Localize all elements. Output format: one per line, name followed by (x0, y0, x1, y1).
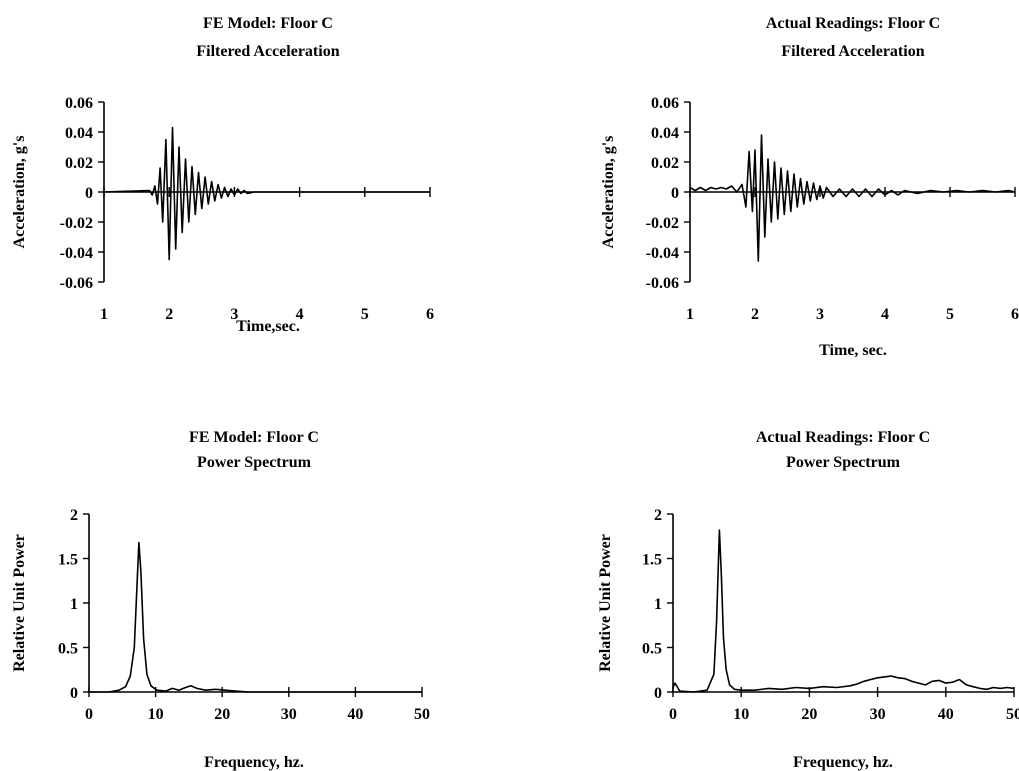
fe-accel-chart: FE Model: Floor C Filtered Acceleration 0.… (11, 15, 434, 335)
fe-accel-x-axis-label: Time,sec. (236, 318, 300, 335)
actual-power-x-tick-label: 30 (870, 706, 886, 723)
actual-power-title: Actual Readings: Floor C (756, 429, 930, 446)
actual-power-series-line (672, 529, 1015, 693)
actual-accel-x-tick-label: 6 (1011, 306, 1019, 323)
actual-accel-x-axis-label: Time, sec. (819, 342, 887, 359)
fe-accel-x-tick-label: 4 (296, 306, 304, 323)
fe-accel-y-axis-label: Acceleration, g's (11, 136, 28, 249)
actual-power-subtitle: Power Spectrum (786, 454, 901, 471)
fe-power-y-tick-label: 0.5 (58, 641, 78, 658)
actual-power-chart: Actual Readings: Floor C Power Spectrum 2 1… (597, 429, 1019, 771)
fe-accel-x-tick-label: 3 (230, 306, 238, 323)
actual-power-y-axis-label: Relative Unit Power (597, 534, 614, 672)
fe-accel-subtitle: Filtered Acceleration (196, 43, 339, 60)
fe-power-x-tick-label: 30 (281, 706, 297, 723)
actual-accel-y-tick-label: -0.02 (646, 215, 679, 232)
fe-power-x-tick-label: 20 (214, 706, 230, 723)
actual-power-y-tick-label: 0.5 (642, 641, 662, 658)
fe-power-y-tick-label: 0 (70, 685, 78, 702)
fe-power-subtitle: Power Spectrum (197, 454, 312, 471)
fe-accel-title: FE Model: Floor C (203, 15, 333, 32)
fe-accel-series-line (103, 126, 430, 261)
fe-power-x-tick-label: 40 (347, 706, 363, 723)
actual-power-x-tick-label: 0 (669, 706, 677, 723)
actual-accel-y-tick-label: -0.04 (646, 245, 679, 262)
fe-accel-y-tick-label: 0.06 (65, 95, 93, 112)
fe-accel-y-tick-label: 0 (85, 185, 93, 202)
fe-power-x-tick-label: 50 (414, 706, 430, 723)
actual-power-y-tick-label: 2 (654, 507, 662, 524)
actual-accel-x-tick-label: 5 (946, 306, 954, 323)
actual-accel-x-tick-label: 1 (686, 306, 694, 323)
actual-power-x-tick-label: 50 (1006, 706, 1019, 723)
fe-accel-y-tick-label: 0.02 (65, 155, 93, 172)
actual-accel-y-tick-label: 0.04 (651, 125, 679, 142)
actual-power-y-tick-label: 0 (654, 685, 662, 702)
fe-power-y-tick-label: 1.5 (58, 552, 78, 569)
actual-accel-y-axis-label: Acceleration, g's (600, 136, 617, 249)
actual-accel-x-tick-label: 2 (751, 306, 759, 323)
actual-power-x-axis-label: Frequency, hz. (793, 754, 893, 771)
actual-accel-x-tick-label: 4 (881, 306, 889, 323)
fe-accel-x-tick-label: 6 (426, 306, 434, 323)
actual-accel-y-tick-label: 0.06 (651, 95, 679, 112)
actual-accel-y-tick-label: 0.02 (651, 155, 679, 172)
fe-power-x-tick-label: 0 (85, 706, 93, 723)
fe-power-series-line (89, 541, 422, 693)
actual-accel-title: Actual Readings: Floor C (766, 15, 940, 32)
fe-accel-y-tick-label: 0.04 (65, 125, 93, 142)
actual-accel-y-tick-label: -0.06 (646, 275, 679, 292)
fe-power-chart: FE Model: Floor C Power Spectrum 2 1.5 1 0.5 0… (11, 429, 430, 771)
actual-power-x-tick-label: 20 (801, 706, 817, 723)
actual-power-x-tick-label: 10 (733, 706, 749, 723)
fe-power-y-axis-label: Relative Unit Power (11, 534, 28, 672)
actual-power-x-tick-label: 40 (938, 706, 954, 723)
actual-accel-y-tick-label: 0 (671, 185, 679, 202)
fe-accel-y-tick-label: -0.04 (60, 245, 93, 262)
fe-power-x-axis-label: Frequency, hz. (204, 754, 304, 771)
fe-accel-y-tick-label: -0.06 (60, 275, 93, 292)
actual-accel-chart: Actual Readings: Floor C Filtered Acceler… (600, 15, 1019, 359)
fe-accel-x-tick-label: 5 (361, 306, 369, 323)
fe-accel-y-tick-label: -0.02 (60, 215, 93, 232)
actual-accel-series-line (689, 134, 1016, 262)
fe-accel-x-tick-label: 1 (100, 306, 108, 323)
fe-power-y-tick-label: 2 (70, 507, 78, 524)
fe-power-x-tick-label: 10 (148, 706, 164, 723)
actual-accel-subtitle: Filtered Acceleration (781, 43, 924, 60)
actual-power-y-tick-label: 1 (654, 596, 662, 613)
actual-power-y-tick-label: 1.5 (642, 552, 662, 569)
fe-power-title: FE Model: Floor C (189, 429, 319, 446)
actual-accel-x-tick-label: 3 (816, 306, 824, 323)
fe-accel-x-tick-label: 2 (165, 306, 173, 323)
fe-power-y-tick-label: 1 (70, 596, 78, 613)
